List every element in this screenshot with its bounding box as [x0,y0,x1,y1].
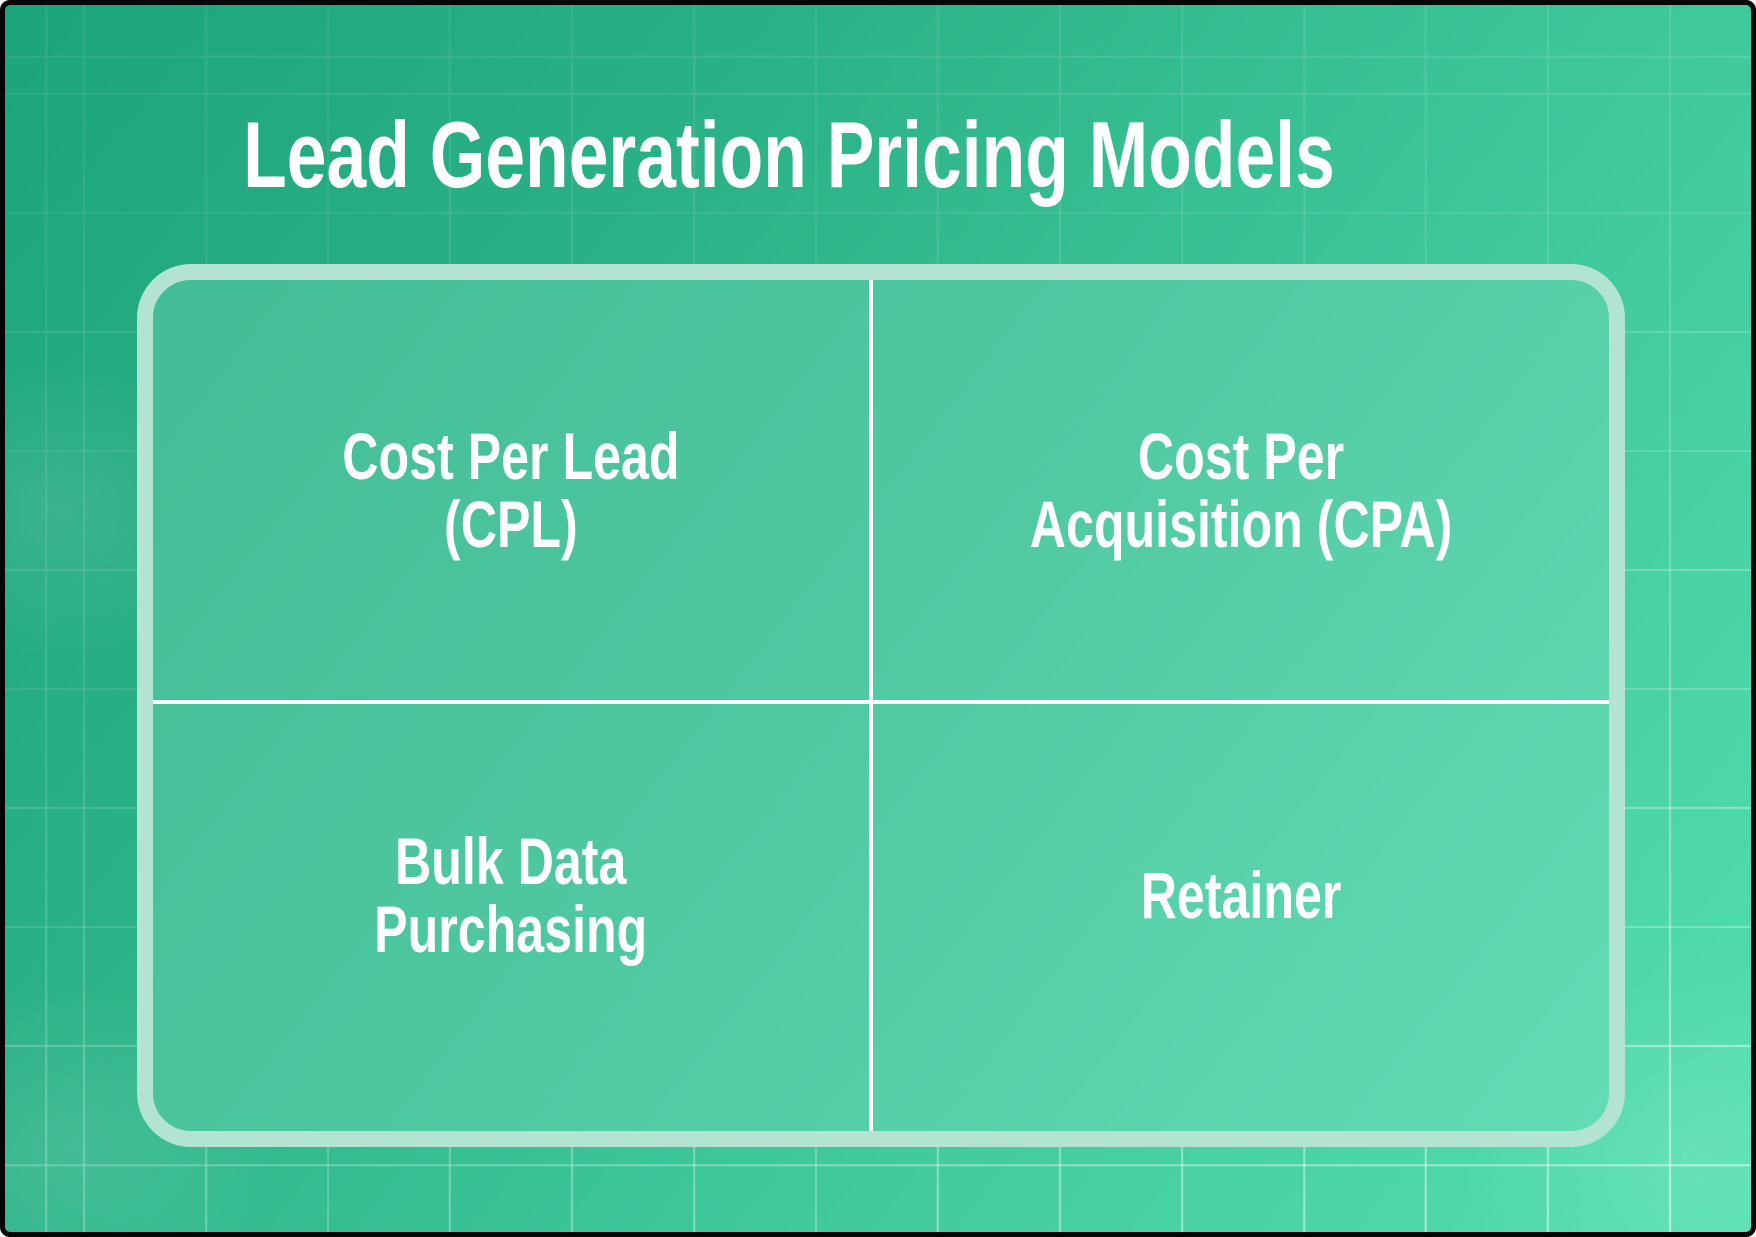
quadrant-label: Retainer [1140,857,1342,932]
quadrant-bulk-data-purchasing: Bulk Data Purchasing [153,704,869,1131]
horizontal-divider [153,700,1609,704]
vertical-divider [869,280,873,1131]
quadrant-label: Bulk Data Purchasing [374,823,648,966]
page-title: Lead Generation Pricing Models [243,102,1335,207]
quadrant-label: Cost Per Lead (CPL) [342,419,680,561]
quadrant-label: Cost Per Acquisition (CPA) [1029,419,1453,561]
quadrant-cost-per-lead: Cost Per Lead (CPL) [153,280,869,700]
pricing-models-card: Cost Per Lead (CPL) Cost Per Acquisition… [137,264,1625,1147]
quadrant-cost-per-acquisition: Cost Per Acquisition (CPA) [873,280,1609,700]
quadrant-retainer: Retainer [873,704,1609,1131]
